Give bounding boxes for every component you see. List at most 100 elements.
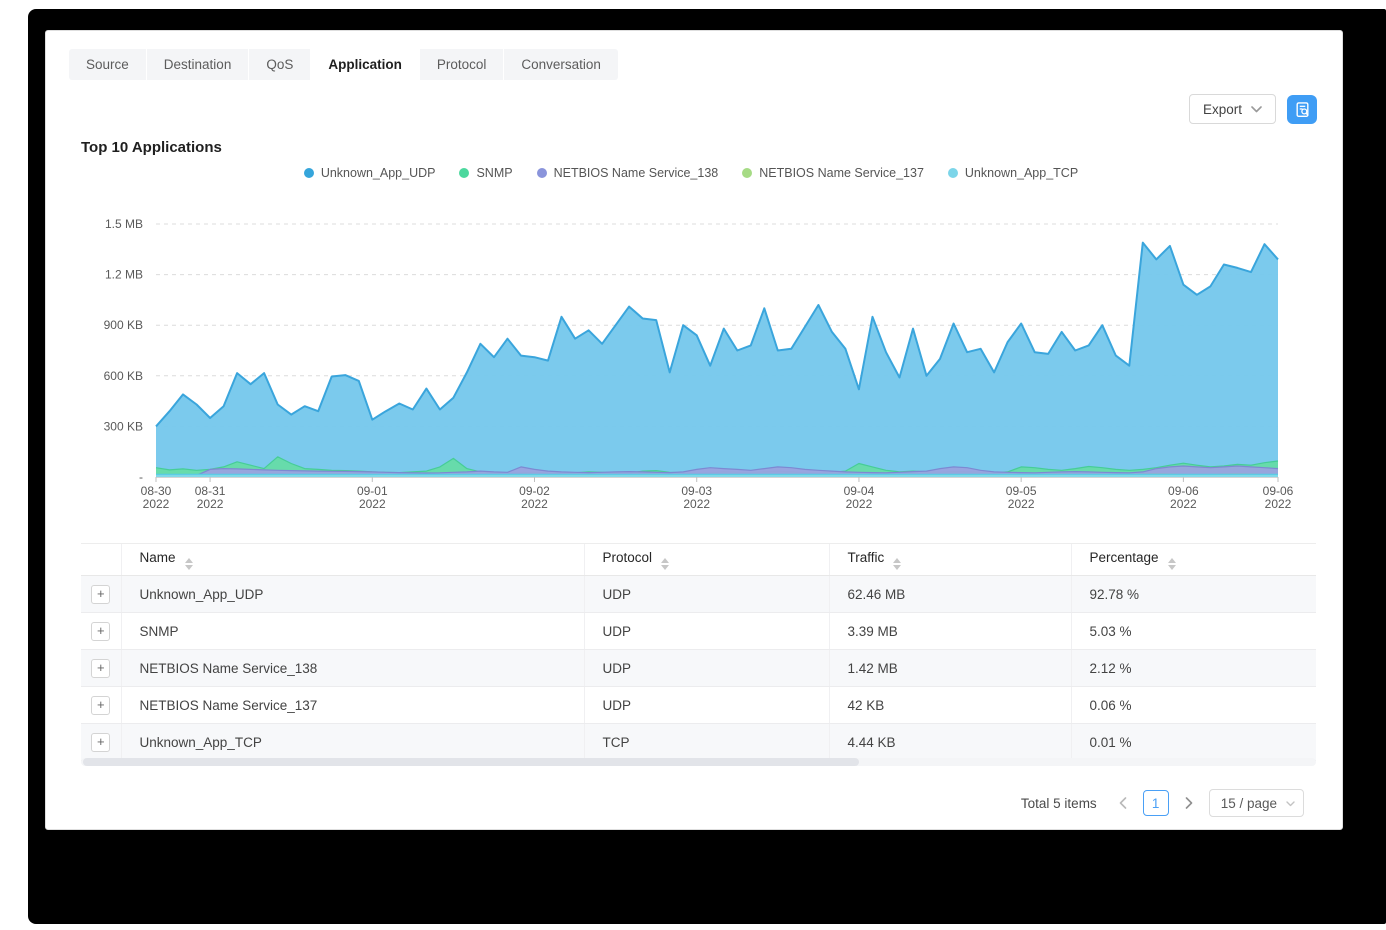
y-axis-label: 300 KB [104,419,143,433]
expand-row-button[interactable]: + [91,695,111,715]
column-header-label: Traffic [847,549,885,565]
sort-ascend-icon [893,557,902,563]
x-axis-label: 09-06 [1168,484,1199,498]
x-axis-label: 08-31 [195,484,226,498]
x-axis-label: 09-04 [844,484,875,498]
y-axis-label: - [139,470,143,484]
sort-ascend-icon [184,557,193,563]
report-panel: Source Destination QoS Application Protocol C… [45,30,1343,830]
column-header-label: Percentage [1089,549,1159,565]
cell-percentage: 2.12 % [1070,649,1316,687]
page-size-select[interactable]: 15 / page [1208,789,1304,817]
cell-percentage: 5.03 % [1070,612,1316,650]
legend-label: SNMP [476,166,513,180]
column-header-name[interactable]: Name [120,543,584,576]
legend-label: Unknown_App_UDP [320,166,436,180]
table-scrollbar-track[interactable] [81,758,1316,766]
x-axis-label: 2022 [846,497,873,511]
sort-icon[interactable] [661,557,670,570]
cell-traffic: 62.46 MB [828,575,1071,613]
sort-ascend-icon [1167,557,1176,563]
next-page-button[interactable] [1178,792,1200,814]
chevron-down-icon [1251,105,1262,112]
tab-source[interactable]: Source [69,49,147,80]
table-row-netbios-name-service-138: + NETBIOS Name Service_138 UDP 1.42 MB 2.12 … [81,649,1316,687]
x-axis-label: 2022 [1265,497,1292,511]
x-axis-label: 2022 [521,497,548,511]
sort-icon[interactable] [184,557,193,570]
cell-name: Unknown_App_TCP [120,723,584,761]
table-row-snmp: + SNMP UDP 3.39 MB 5.03 % [81,612,1316,650]
x-axis-label: 08-30 [141,484,172,498]
cell-traffic: 42 KB [828,686,1071,724]
chevron-down-icon [1286,801,1295,807]
x-axis-label: 2022 [359,497,386,511]
legend-item-unknown-app-udp[interactable]: Unknown_App_UDP [303,166,436,180]
table-scrollbar-thumb[interactable] [83,758,859,766]
expand-row-button[interactable]: + [91,658,111,678]
legend-dot-icon [303,168,314,178]
sort-descend-icon [893,564,902,570]
cell-percentage: 0.01 % [1070,723,1316,761]
page-size-label: 15 / page [1220,795,1277,811]
cell-percentage: 0.06 % [1070,686,1316,724]
sort-icon[interactable] [1167,557,1176,570]
page-number-button[interactable]: 1 [1142,790,1169,816]
applications-table: Name Protocol Traffic Percentage + Unknown_A… [81,543,1316,761]
legend-dot-icon [947,168,958,178]
series-area-unknown-app-udp [156,242,1278,477]
tab-protocol[interactable]: Protocol [420,49,505,80]
legend-item-unknown-app-tcp[interactable]: Unknown_App_TCP [947,166,1078,180]
cell-protocol: UDP [583,686,829,724]
legend-dot-icon [536,168,547,178]
cell-traffic: 4.44 KB [828,723,1071,761]
cell-name: NETBIOS Name Service_138 [120,649,584,687]
tab-destination[interactable]: Destination [147,49,250,80]
tab-bar: Source Destination QoS Application Protocol C… [69,49,618,80]
cell-traffic: 3.39 MB [828,612,1071,650]
tab-qos[interactable]: QoS [249,49,312,80]
expand-row-button[interactable]: + [91,732,111,752]
x-axis-label: 2022 [1008,497,1035,511]
report-view-button[interactable] [1287,95,1317,124]
tab-application[interactable]: Application [311,49,420,80]
cell-protocol: UDP [583,612,829,650]
previous-page-button[interactable] [1112,792,1134,814]
legend-item-netbios-name-service-138[interactable]: NETBIOS Name Service_138 [536,166,718,180]
y-axis-label: 1.2 MB [105,268,143,282]
cell-protocol: UDP [583,575,829,613]
expand-cell: + [81,649,121,687]
column-header-label: Name [139,549,176,565]
table-row-netbios-name-service-137: + NETBIOS Name Service_137 UDP 42 KB 0.06 % [81,686,1316,724]
pagination: Total 5 items 1 15 / page [1021,789,1304,817]
x-axis-label: 09-01 [357,484,388,498]
expand-row-button[interactable]: + [91,621,111,641]
y-axis-label: 1.5 MB [105,217,143,231]
x-axis-label: 09-02 [519,484,550,498]
expand-row-button[interactable]: + [91,584,111,604]
expand-cell: + [81,723,121,761]
column-header-percentage[interactable]: Percentage [1070,543,1316,576]
cell-name: SNMP [120,612,584,650]
table-row-unknown-app-udp: + Unknown_App_UDP UDP 62.46 MB 92.78 % [81,575,1316,613]
export-button[interactable]: Export [1189,94,1277,124]
series-line-unknown-app-udp [155,241,1279,428]
sort-icon[interactable] [893,557,902,570]
expand-column-header [81,543,121,576]
x-axis-label: 2022 [143,497,170,511]
chart-title: Top 10 Applications [81,139,222,156]
expand-cell: + [81,612,121,650]
series-line-netbios-name-service-138 [156,465,1279,477]
legend-item-netbios-name-service-137[interactable]: NETBIOS Name Service_137 [742,166,924,180]
chevron-right-icon [1185,797,1192,809]
column-header-label: Protocol [602,549,653,565]
export-button-label: Export [1203,101,1243,117]
x-axis-label: 2022 [683,497,710,511]
legend-item-snmp[interactable]: SNMP [459,166,513,180]
tab-conversation[interactable]: Conversation [521,57,601,72]
cell-percentage: 92.78 % [1070,575,1316,613]
cell-protocol: UDP [583,649,829,687]
column-header-traffic[interactable]: Traffic [828,543,1071,576]
column-header-protocol[interactable]: Protocol [583,543,829,576]
